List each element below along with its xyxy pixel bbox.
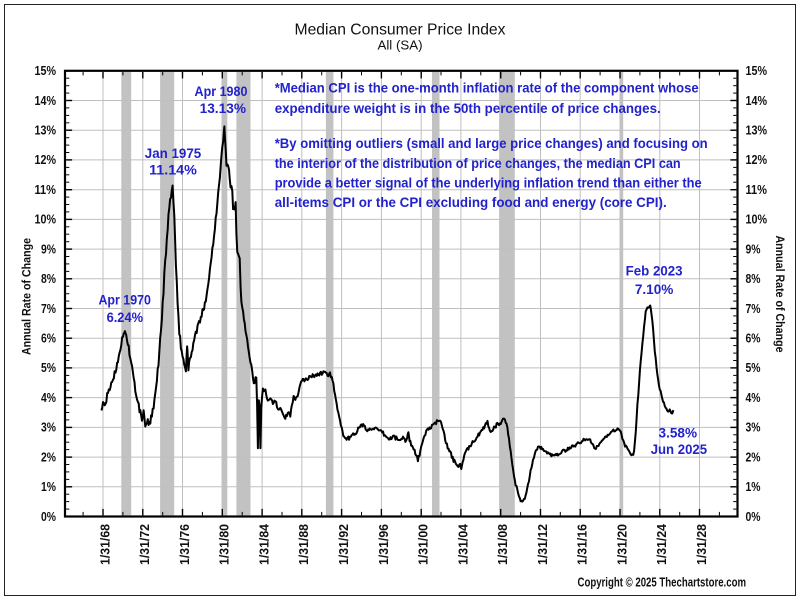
svg-text:0%: 0%	[746, 510, 761, 524]
svg-text:all-items CPI or the CPI exclu: all-items CPI or the CPI excluding food …	[275, 194, 667, 210]
svg-text:1/31/28: 1/31/28	[695, 524, 709, 565]
svg-text:*Median CPI is the one-month i: *Median CPI is the one-month inflation r…	[275, 80, 699, 96]
svg-text:12%: 12%	[746, 153, 768, 167]
svg-text:14%: 14%	[746, 94, 768, 108]
svg-text:Apr 1980: Apr 1980	[195, 84, 248, 99]
svg-text:13%: 13%	[35, 124, 57, 138]
svg-text:1%: 1%	[746, 480, 761, 494]
svg-text:1/31/08: 1/31/08	[496, 524, 510, 565]
svg-text:11%: 11%	[746, 183, 768, 197]
svg-text:6%: 6%	[746, 332, 761, 346]
svg-text:1/31/20: 1/31/20	[615, 524, 629, 565]
svg-text:expenditure weight is in the 5: expenditure weight is in the 50th percen…	[275, 100, 661, 116]
svg-text:9%: 9%	[41, 242, 56, 256]
svg-text:1/31/00: 1/31/00	[417, 524, 431, 565]
svg-text:14%: 14%	[35, 94, 57, 108]
svg-text:13%: 13%	[746, 124, 768, 138]
svg-text:15%: 15%	[35, 64, 57, 78]
svg-text:provide a better signal of the: provide a better signal of the underlyin…	[275, 175, 702, 191]
svg-text:1/31/76: 1/31/76	[178, 524, 192, 565]
svg-text:15%: 15%	[746, 64, 768, 78]
svg-text:10%: 10%	[746, 213, 768, 227]
svg-text:10%: 10%	[35, 213, 57, 227]
svg-text:1/31/16: 1/31/16	[576, 524, 590, 565]
svg-text:11.14%: 11.14%	[149, 163, 197, 178]
svg-text:0%: 0%	[41, 510, 56, 524]
svg-text:Apr 1970: Apr 1970	[98, 293, 151, 308]
svg-text:1/31/24: 1/31/24	[655, 524, 669, 565]
svg-text:6%: 6%	[41, 332, 56, 346]
svg-text:5%: 5%	[41, 361, 56, 375]
svg-text:Copyright © 2025 Thechartstore: Copyright © 2025 Thechartstore.com	[578, 576, 747, 590]
svg-text:13.13%: 13.13%	[200, 101, 246, 116]
svg-text:the interior of the distributi: the interior of the distribution of pric…	[275, 155, 681, 171]
svg-text:1/31/12: 1/31/12	[536, 524, 550, 565]
svg-text:7%: 7%	[41, 302, 56, 316]
svg-text:1/31/96: 1/31/96	[377, 524, 391, 565]
svg-text:7.10%: 7.10%	[635, 282, 674, 297]
svg-text:4%: 4%	[41, 391, 56, 405]
svg-text:1/31/84: 1/31/84	[258, 524, 272, 565]
svg-text:1/31/04: 1/31/04	[456, 524, 470, 565]
svg-text:11%: 11%	[35, 183, 57, 197]
svg-text:9%: 9%	[746, 242, 761, 256]
svg-text:1/31/92: 1/31/92	[337, 524, 351, 565]
svg-text:1/31/72: 1/31/72	[138, 524, 152, 565]
svg-text:All (SA): All (SA)	[378, 37, 423, 52]
svg-text:Jan 1975: Jan 1975	[145, 146, 202, 161]
svg-text:1/31/80: 1/31/80	[218, 524, 232, 565]
svg-text:1/31/88: 1/31/88	[297, 524, 311, 565]
svg-text:8%: 8%	[41, 272, 56, 286]
svg-text:Jun 2025: Jun 2025	[651, 442, 708, 457]
svg-text:Feb 2023: Feb 2023	[626, 264, 683, 279]
svg-text:1/31/68: 1/31/68	[98, 524, 112, 565]
svg-text:Median Consumer Price Index: Median Consumer Price Index	[295, 22, 506, 39]
svg-text:8%: 8%	[746, 272, 761, 286]
svg-text:12%: 12%	[35, 153, 57, 167]
svg-text:3%: 3%	[746, 421, 761, 435]
svg-text:4%: 4%	[746, 391, 761, 405]
svg-text:Annual Rate of Change: Annual Rate of Change	[20, 238, 34, 355]
svg-text:3.58%: 3.58%	[659, 426, 698, 441]
svg-text:2%: 2%	[746, 450, 761, 464]
svg-text:5%: 5%	[746, 361, 761, 375]
svg-text:3%: 3%	[41, 421, 56, 435]
svg-text:1%: 1%	[41, 480, 56, 494]
svg-text:7%: 7%	[746, 302, 761, 316]
svg-text:*By omitting outliers (small a: *By omitting outliers (small and large p…	[275, 135, 708, 151]
svg-text:Annual Rate of Change: Annual Rate of Change	[773, 236, 787, 353]
svg-text:2%: 2%	[41, 450, 56, 464]
svg-text:6.24%: 6.24%	[107, 310, 143, 325]
